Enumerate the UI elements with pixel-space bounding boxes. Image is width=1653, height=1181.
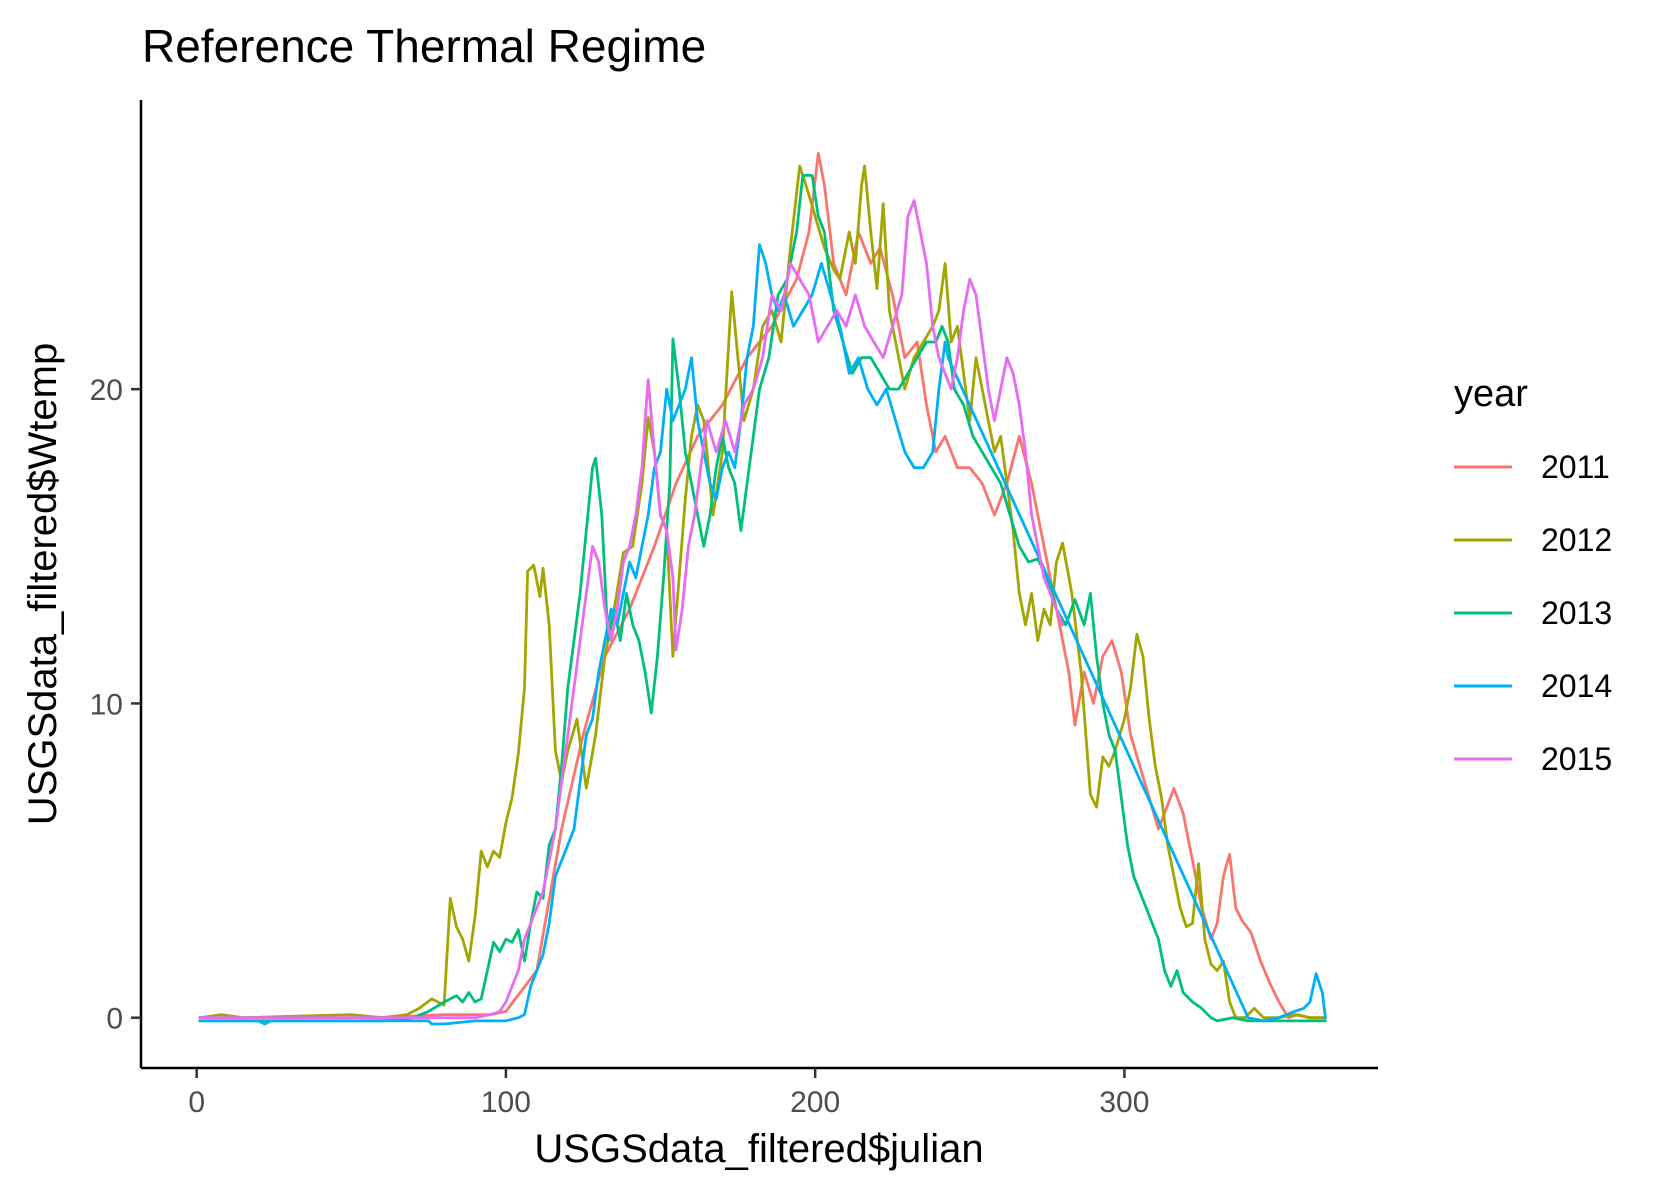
- series-line-2014: [198, 243, 1327, 1026]
- y-axis-ticks: 0 10 20: [90, 374, 141, 1036]
- legend-label-2015: 2015: [1541, 741, 1612, 777]
- series-line-2013: [198, 174, 1327, 1023]
- legend-title: year: [1454, 373, 1528, 415]
- chart-title: Reference Thermal Regime: [142, 20, 706, 72]
- x-tick-label: 200: [790, 1086, 840, 1119]
- x-axis-ticks: 0 100 200 300: [188, 1068, 1149, 1119]
- y-tick-label: 10: [90, 688, 123, 721]
- legend-label-2014: 2014: [1541, 668, 1612, 704]
- series-line-2015: [198, 199, 1064, 1020]
- plot-area: [198, 152, 1327, 1026]
- legend-label-2013: 2013: [1541, 595, 1612, 631]
- legend: year 2011 2012 2013 2014 2015: [1454, 373, 1612, 777]
- y-tick-label: 20: [90, 374, 123, 407]
- x-tick-label: 300: [1099, 1086, 1149, 1119]
- series-line-2011: [198, 152, 1327, 1020]
- y-tick-label: 0: [106, 1003, 123, 1036]
- x-axis-title: USGSdata_filtered$julian: [534, 1127, 983, 1171]
- y-axis-title: USGSdata_filtered$Wtemp: [21, 343, 65, 825]
- x-tick-label: 0: [188, 1086, 205, 1119]
- series-line-2012: [198, 164, 1327, 1020]
- legend-label-2011: 2011: [1541, 449, 1610, 485]
- legend-label-2012: 2012: [1541, 522, 1612, 558]
- x-tick-label: 100: [481, 1086, 531, 1119]
